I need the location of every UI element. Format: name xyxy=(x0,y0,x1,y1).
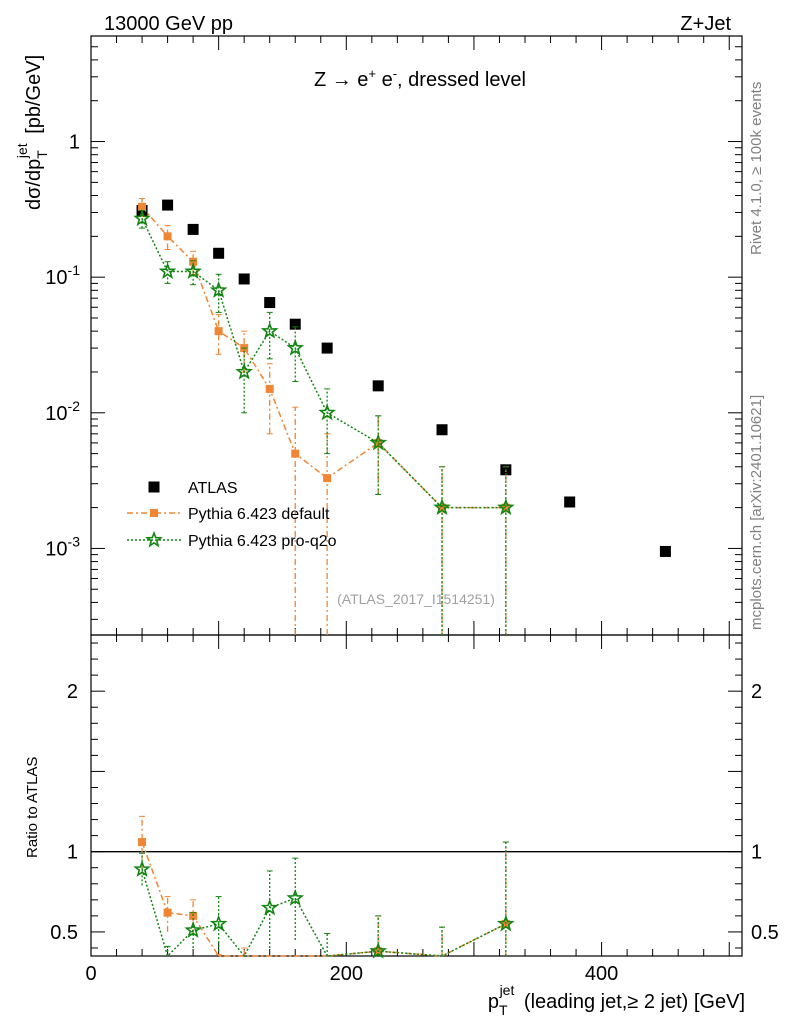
y-tick-label: 10-2 xyxy=(45,398,80,425)
ratio-point xyxy=(184,920,202,938)
analysis-watermark: (ATLAS_2017_I1514251) xyxy=(337,591,495,607)
legend-item: Pythia 6.423 default xyxy=(127,506,330,523)
process-label: Z+Jet xyxy=(680,13,731,35)
data-point xyxy=(260,321,279,339)
data-point xyxy=(659,545,671,557)
x-tick-label: 200 xyxy=(330,963,363,985)
data-point xyxy=(209,281,228,298)
ratio-point xyxy=(133,860,151,877)
data-point xyxy=(158,262,177,280)
data-point xyxy=(184,262,202,280)
data-point xyxy=(214,327,223,336)
data-point xyxy=(133,209,151,227)
svg-text:dσ/dpTjet [pb/GeV]: dσ/dpTjet [pb/GeV] xyxy=(14,55,50,210)
data-point xyxy=(189,257,198,266)
ratio-point xyxy=(286,888,305,906)
ratio-tick-label-right: 0.5 xyxy=(751,922,779,944)
data-point xyxy=(436,424,448,436)
data-point xyxy=(163,232,172,241)
x-tick-label: 0 xyxy=(85,963,96,985)
ratio-point xyxy=(209,914,228,932)
data-point xyxy=(438,503,447,512)
ratio-tick-label: 0.5 xyxy=(50,922,78,944)
data-point xyxy=(318,403,336,421)
y-tick-label: 1 xyxy=(69,132,80,154)
x-axis-label: pTjet (leading jet,≥ 2 jet) [GeV] xyxy=(488,982,745,1018)
ratio-tick-label-right: 2 xyxy=(751,681,762,703)
ratio-y-axis-label: Ratio to ATLAS xyxy=(24,757,41,858)
legend-marker xyxy=(150,509,158,517)
ratio-tick-label: 2 xyxy=(67,681,78,703)
main-y-axis-label: dσ/dpTjet [pb/GeV] xyxy=(14,55,50,210)
ratio-pythia-6-423-default xyxy=(138,815,510,957)
legend-label: ATLAS xyxy=(188,480,238,497)
data-point xyxy=(433,498,451,516)
data-point xyxy=(162,199,174,211)
series-pythia-6-423-pro-q2o xyxy=(133,209,515,635)
mcplots-label: mcplots.cern.ch [arXiv:2401.10621] xyxy=(748,395,765,630)
ratio-tick-label-right: 1 xyxy=(751,842,762,864)
data-point xyxy=(138,202,147,211)
series-atlas xyxy=(136,199,671,557)
ratio-point xyxy=(163,908,172,917)
data-point xyxy=(238,273,250,285)
ratio-pythia-6-423-pro-q2o xyxy=(133,841,515,959)
ratio-point xyxy=(497,914,515,932)
legend-item: Pythia 6.423 pro-q2o xyxy=(127,530,337,550)
legend-marker xyxy=(148,481,160,493)
data-point xyxy=(564,496,576,508)
legend-label: Pythia 6.423 pro-q2o xyxy=(188,533,337,550)
x-tick-label: 400 xyxy=(585,963,618,985)
legend: ATLAS Pythia 6.423 default Pythia 6.423 pr… xyxy=(127,480,337,550)
data-point xyxy=(323,474,332,483)
data-point xyxy=(369,433,388,451)
data-point xyxy=(321,342,333,354)
data-point xyxy=(187,223,199,235)
ratio-point xyxy=(369,941,388,959)
data-point xyxy=(497,498,515,516)
data-point xyxy=(291,449,300,458)
series-line xyxy=(141,206,506,509)
data-point xyxy=(235,362,253,380)
y-tick-label: 10-3 xyxy=(45,533,80,560)
ratio-frame xyxy=(90,634,743,957)
data-point xyxy=(264,297,276,309)
data-point xyxy=(501,503,510,512)
plot-title: Z → e+ e-, dressed level xyxy=(314,66,526,91)
rivet-label: Rivet 4.1.0, ≥ 100k events xyxy=(748,82,765,255)
data-point xyxy=(213,247,225,259)
ratio-point xyxy=(138,838,147,847)
y-tick-label: 10-1 xyxy=(45,262,80,289)
data-point xyxy=(372,380,384,392)
axis-ticks: 0 200 400 1 10-1 10-2 10-3 0.5 0.5 1 1 2 2 xyxy=(45,35,779,985)
data-point xyxy=(286,338,305,356)
series-layer xyxy=(133,198,671,635)
legend-label: Pythia 6.423 default xyxy=(188,506,330,523)
ratio-tick-label: 1 xyxy=(67,842,78,864)
svg-text:pTjet (leading jet,≥ 2 jet) [G: pTjet (leading jet,≥ 2 jet) [GeV] xyxy=(488,982,745,1018)
legend-item: ATLAS xyxy=(148,480,238,497)
energy-label: 13000 GeV pp xyxy=(104,13,233,35)
series-line xyxy=(141,218,506,509)
ratio-line xyxy=(141,841,507,957)
data-point xyxy=(374,438,383,447)
data-point xyxy=(289,318,301,330)
data-point xyxy=(265,384,274,393)
legend-marker xyxy=(145,530,163,548)
ratio-series-layer xyxy=(133,815,515,959)
ratio-point xyxy=(260,898,279,916)
